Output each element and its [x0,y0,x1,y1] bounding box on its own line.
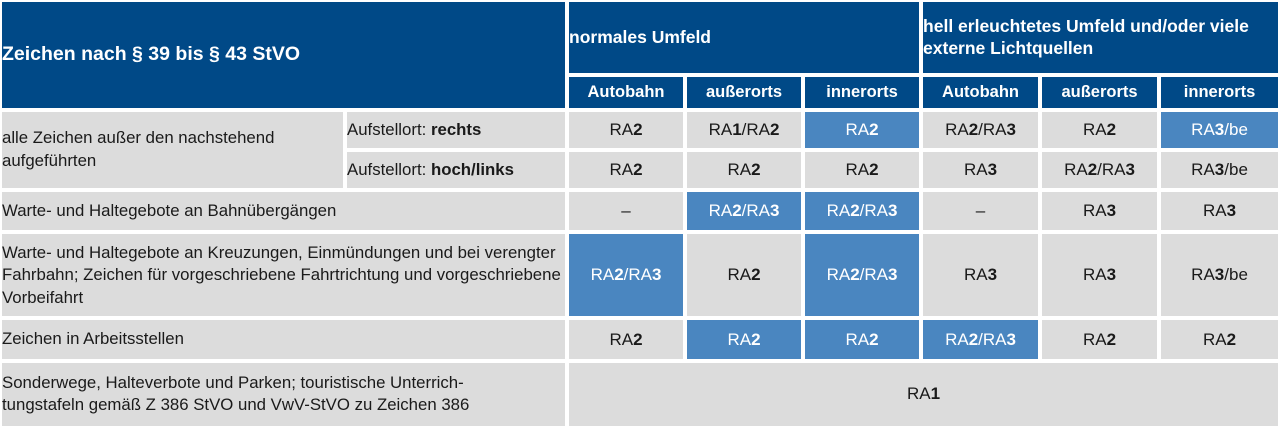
table-row: Zeichen in Arbeitsstellen RA2 RA2 RA2 RA… [0,318,1280,361]
subheader-innerorts-normal: innerorts [803,75,922,110]
sublabel-aufstellort-hoch-links: Aufstellort: hoch/links [345,149,568,190]
table-row: Warte- und Haltegebote an Bahnübergängen… [0,189,1280,233]
cell-r1b-c3: RA2 [803,149,922,190]
cell-r3-c2: RA2 [685,232,804,319]
table-title-cell: Zeichen nach § 39 bis § 43 StVO [0,0,568,110]
cell-r4-c5: RA2 [1040,318,1160,361]
cell-r4-c3: RA2 [803,318,922,361]
row-label-line-1: Sonderwege, Halteverbote und Parken; tou… [2,372,464,392]
cell-r2-c6: RA3 [1159,189,1280,233]
cell-r1b-c6: RA3/be [1159,149,1280,190]
subheader-autobahn-normal: Autobahn [567,75,686,110]
row-label-sonderwege: Sonderwege, Halteverbote und Parken; tou… [0,360,568,428]
subheader-ausserorts-normal: außerorts [685,75,804,110]
cell-r2-c5: RA3 [1040,189,1160,233]
cell-r1b-c2: RA2 [685,149,804,190]
table-row: Sonderwege, Halteverbote und Parken; tou… [0,360,1280,428]
cell-r2-c3: RA2/RA3 [803,189,922,233]
cell-r1a-c6: RA3/be [1159,109,1280,150]
cell-r1b-c4: RA3 [921,149,1041,190]
subheader-innerorts-bright: innerorts [1159,75,1280,110]
cell-r3-c1: RA2/RA3 [567,232,686,319]
subheader-autobahn-bright: Autobahn [921,75,1041,110]
column-group-bright-environment: hell erleuchtetes Umfeld und/oder viele … [921,0,1280,76]
cell-r1b-c5: RA2/RA3 [1040,149,1160,190]
cell-r3-c3: RA2/RA3 [803,232,922,319]
cell-r3-c5: RA3 [1040,232,1160,319]
cell-r4-c1: RA2 [567,318,686,361]
row-label-line-2: tungstafeln gemäß Z 386 StVO und VwV-StV… [2,395,470,415]
sublabel-emphasis: rechts [430,119,482,139]
table-header-row-subcolumns: Autobahn außerorts innerorts Autobahn au… [0,75,1280,110]
cell-r1a-c3: RA2 [803,109,922,150]
row-label-bahnuebergaenge: Warte- und Haltegebote an Bahnübergängen [0,189,568,233]
table-row: Warte- und Haltegebote an Kreuzungen, Ei… [0,232,1280,319]
table-row: Aufstellort: hoch/links RA2 RA2 RA2 RA3 … [0,149,1280,190]
cell-r1b-c1: RA2 [567,149,686,190]
cell-r2-c2: RA2/RA3 [685,189,804,233]
sublabel-prefix: Aufstellort: [347,159,431,179]
cell-r4-c4: RA2/RA3 [921,318,1041,361]
sublabel-prefix: Aufstellort: [347,119,431,139]
cell-r2-c1: – [567,189,686,233]
table-row: alle Zeichen außer den nachstehend aufge… [0,109,1280,190]
row-label-kreuzungen: Warte- und Haltegebote an Kreuzungen, Ei… [0,232,568,319]
column-group-normal-environment: normales Umfeld [567,0,922,76]
cell-r5-merged: RA1 [567,360,1280,428]
cell-r3-c4: RA3 [921,232,1041,319]
row-label-alle-zeichen: alle Zeichen außer den nachstehend aufge… [0,109,345,190]
sublabel-emphasis: hoch/links [430,159,514,179]
cell-r2-c4: – [921,189,1041,233]
cell-r4-c6: RA2 [1159,318,1280,361]
table-header-row-groups: Zeichen nach § 39 bis § 43 StVO normales… [0,0,1280,110]
row-label-arbeitsstellen: Zeichen in Arbeitsstellen [0,318,568,361]
cell-r1a-c5: RA2 [1040,109,1160,150]
cell-r1a-c2: RA1/RA2 [685,109,804,150]
cell-r4-c2: RA2 [685,318,804,361]
cell-r3-c6: RA3/be [1159,232,1280,319]
cell-r1a-c1: RA2 [567,109,686,150]
subheader-ausserorts-bright: außerorts [1040,75,1160,110]
sublabel-aufstellort-rechts: Aufstellort: rechts [345,109,568,150]
cell-r1a-c4: RA2/RA3 [921,109,1041,150]
